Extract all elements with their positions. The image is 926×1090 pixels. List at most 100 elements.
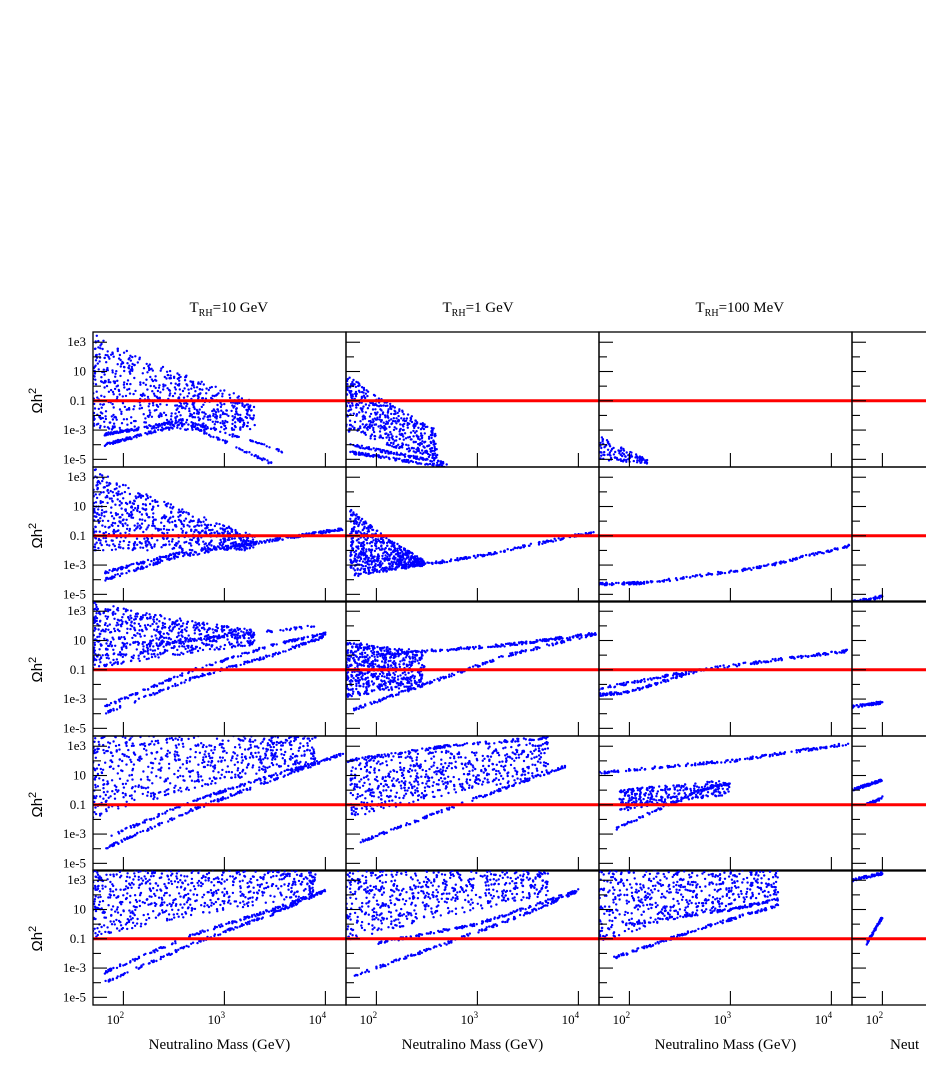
- data-point: [126, 631, 129, 635]
- data-point: [93, 643, 97, 647]
- data-point: [303, 643, 306, 646]
- data-point: [405, 417, 409, 420]
- data-point: [123, 637, 127, 641]
- data-point: [115, 370, 118, 373]
- y-axis-label: Ωh2: [27, 792, 46, 818]
- data-point: [162, 688, 165, 691]
- data-point: [139, 618, 142, 621]
- data-point: [366, 530, 369, 533]
- data-point: [232, 544, 235, 547]
- data-point: [154, 375, 157, 378]
- data-point: [369, 435, 372, 438]
- data-point: [268, 446, 271, 449]
- data-point: [355, 522, 358, 525]
- data-point: [108, 497, 112, 500]
- y-axis-label: Ωh2: [27, 926, 46, 952]
- data-point: [129, 368, 132, 371]
- data-point: [219, 538, 222, 542]
- data-point: [196, 426, 199, 430]
- scatter-band: [349, 450, 446, 467]
- data-point: [94, 537, 98, 540]
- data-point: [117, 529, 120, 532]
- data-point: [177, 623, 181, 626]
- data-point: [153, 628, 156, 631]
- data-point: [134, 547, 137, 550]
- data-point: [110, 506, 113, 509]
- data-point: [349, 386, 352, 389]
- y-tick-label: 1e3: [67, 469, 86, 484]
- y-axis-labels: 1e3100.11e-31e-5Ωh21e3100.11e-31e-5Ωh21e…: [27, 334, 86, 1004]
- data-point: [140, 522, 144, 525]
- data-point: [233, 628, 236, 631]
- data-point: [122, 418, 126, 421]
- data-point: [229, 542, 233, 545]
- data-point: [183, 628, 187, 631]
- data-point: [389, 441, 393, 445]
- data-point: [239, 644, 242, 647]
- data-point: [384, 557, 387, 561]
- data-point: [107, 491, 110, 495]
- data-point: [287, 648, 291, 651]
- data-point: [101, 519, 105, 522]
- data-point: [220, 425, 223, 429]
- data-point: [143, 655, 146, 658]
- data-point: [158, 620, 161, 623]
- data-point: [401, 453, 404, 456]
- data-point: [155, 426, 158, 429]
- data-point: [728, 570, 731, 573]
- data-point: [374, 537, 377, 541]
- data-point: [398, 408, 401, 411]
- data-point: [108, 703, 111, 707]
- data-point: [233, 405, 236, 408]
- data-point: [228, 396, 232, 400]
- data-point: [127, 430, 130, 433]
- data-point: [95, 496, 99, 500]
- data-point: [120, 653, 124, 656]
- data-point: [223, 632, 227, 636]
- data-point: [412, 450, 415, 453]
- data-point: [372, 566, 375, 569]
- data-point: [205, 664, 208, 667]
- data-point: [112, 543, 115, 546]
- data-point: [163, 514, 166, 517]
- data-point: [173, 557, 176, 560]
- data-point: [100, 406, 103, 409]
- data-point: [203, 415, 206, 418]
- data-point: [213, 394, 216, 398]
- data-point: [128, 564, 131, 567]
- data-point: [212, 435, 215, 439]
- scatter-cloud: [93, 334, 256, 432]
- data-point: [415, 422, 419, 425]
- data-point: [363, 569, 367, 572]
- data-point: [319, 531, 323, 535]
- data-point: [233, 417, 236, 420]
- data-point: [151, 499, 154, 503]
- data-point: [189, 677, 192, 681]
- data-point: [410, 415, 413, 418]
- data-point: [202, 540, 205, 543]
- data-point: [110, 497, 113, 500]
- data-point: [111, 369, 114, 372]
- data-point: [165, 418, 169, 422]
- data-point: [878, 597, 881, 600]
- data-point: [191, 382, 195, 385]
- y-tick-label: 0.1: [70, 797, 86, 812]
- data-point: [270, 461, 273, 464]
- data-point: [150, 655, 154, 659]
- data-point: [373, 423, 376, 426]
- data-point: [307, 532, 311, 535]
- data-point: [386, 555, 389, 559]
- data-point: [185, 622, 189, 626]
- data-point: [149, 648, 152, 651]
- data-point: [421, 457, 425, 460]
- data-point: [399, 551, 402, 555]
- data-point: [388, 452, 391, 455]
- data-point: [408, 560, 411, 563]
- data-point: [378, 436, 381, 439]
- data-point: [364, 564, 367, 568]
- data-point: [364, 433, 367, 436]
- data-point: [128, 492, 132, 496]
- data-point: [130, 621, 133, 624]
- data-point: [152, 404, 155, 407]
- data-point: [112, 576, 115, 579]
